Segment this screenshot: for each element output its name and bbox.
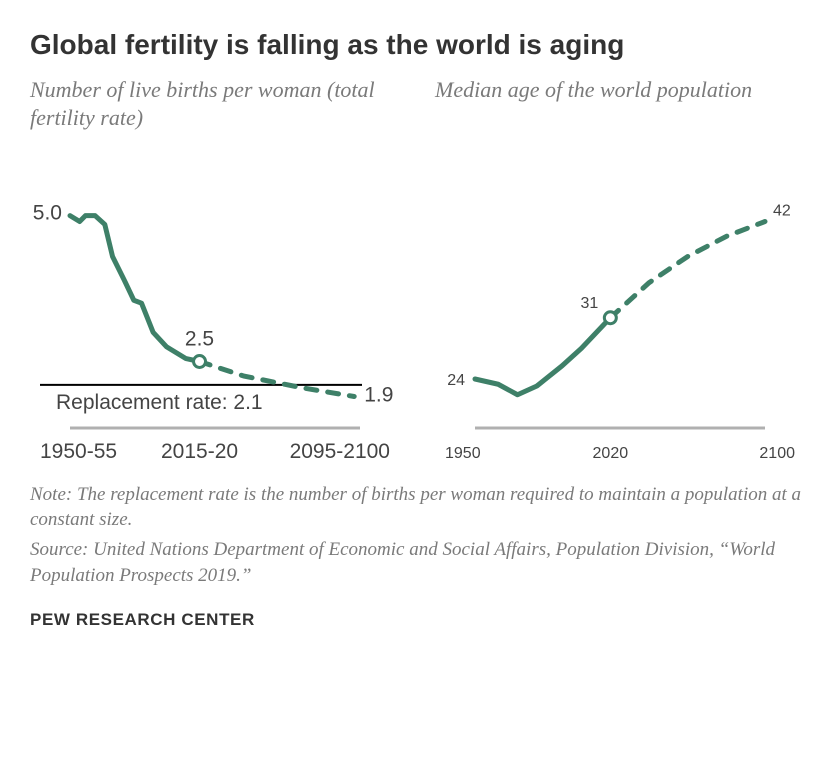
footer-attribution: PEW RESEARCH CENTER (30, 610, 810, 630)
svg-text:2015-20: 2015-20 (161, 440, 238, 463)
right-chart: Median age of the world population 24 31 4… (435, 76, 810, 464)
svg-text:31: 31 (581, 294, 599, 311)
svg-text:24: 24 (447, 372, 465, 389)
left-subtitle: Number of live births per woman (total f… (30, 76, 405, 134)
svg-text:1.9: 1.9 (364, 383, 393, 406)
svg-text:1950: 1950 (445, 445, 481, 462)
chart-title: Global fertility is falling as the world… (30, 28, 810, 62)
source-text: Source: United Nations Department of Eco… (30, 537, 810, 588)
svg-text:5.0: 5.0 (33, 201, 62, 224)
svg-text:2100: 2100 (759, 445, 795, 462)
right-subtitle: Median age of the world population (435, 76, 810, 134)
note-text: Note: The replacement rate is the number… (30, 482, 810, 533)
charts-container: Number of live births per woman (total f… (30, 76, 810, 464)
svg-text:Replacement rate: 2.1: Replacement rate: 2.1 (56, 390, 263, 413)
svg-text:2.5: 2.5 (185, 327, 214, 350)
svg-text:2095-2100: 2095-2100 (290, 440, 390, 463)
left-chart-svg: Replacement rate: 2.1 5.0 2.5 1.9 1950-55 201… (30, 144, 400, 464)
left-chart: Number of live births per woman (total f… (30, 76, 405, 464)
right-chart-svg: 24 31 42 1950 2020 2100 (435, 144, 805, 464)
svg-text:1950-55: 1950-55 (40, 440, 117, 463)
svg-text:42: 42 (773, 202, 791, 219)
svg-text:2020: 2020 (593, 445, 629, 462)
